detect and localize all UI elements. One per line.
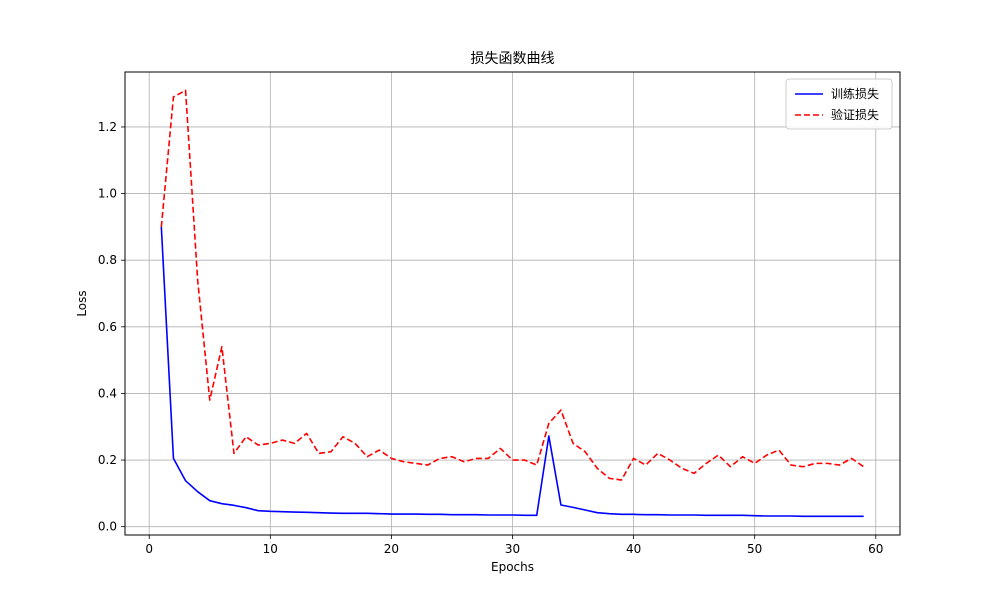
legend-label-1: 训练损失: [831, 86, 879, 101]
y-axis-label: Loss: [75, 290, 89, 316]
axis-ticks: 0 10 20 30 40 50 60 0.0 0.2 0.4 0.6 0.8 1.0 1.2: [98, 120, 884, 556]
y-tick-label: 0.6: [98, 320, 117, 334]
legend-box: [785, 78, 893, 130]
x-tick-label: 40: [626, 542, 641, 556]
legend-label-2: 验证损失: [831, 107, 879, 122]
y-tick-label: 0.8: [98, 253, 117, 267]
chart-title: 损失函数曲线: [471, 51, 555, 67]
x-tick-label: 50: [747, 542, 762, 556]
series-lines: [160, 89, 865, 518]
grid: [125, 72, 900, 535]
y-tick-label: 0.0: [98, 520, 117, 534]
series-line-1: [160, 226, 864, 518]
y-tick-label: 1.0: [98, 187, 117, 201]
x-tick-label: 60: [868, 542, 883, 556]
y-tick-label: 1.2: [98, 120, 117, 134]
y-tick-label: 0.2: [98, 453, 117, 467]
x-tick-label: 20: [384, 542, 399, 556]
x-tick-label: 30: [505, 542, 520, 556]
x-axis-label: Epochs: [491, 560, 534, 574]
y-tick-label: 0.4: [98, 386, 117, 400]
x-tick-label: 10: [263, 542, 278, 556]
x-tick-label: 0: [145, 542, 153, 556]
